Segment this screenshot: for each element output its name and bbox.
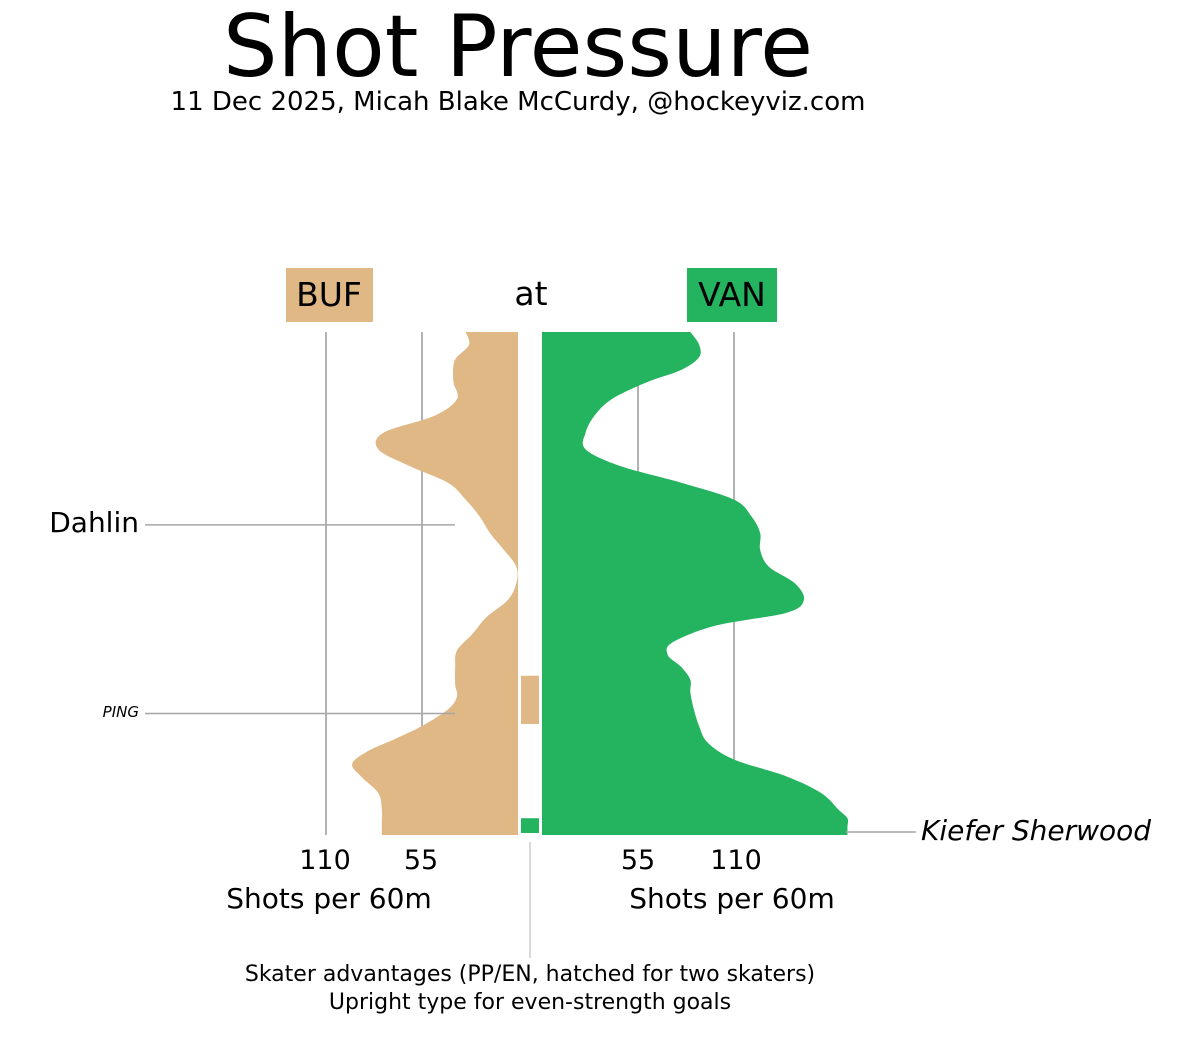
tick-label-right-110: 110 — [710, 845, 762, 876]
goal-label-ping: PING — [103, 703, 139, 721]
tick-label-left-55: 55 — [404, 845, 438, 876]
x-axis-label-left: Shots per 60m — [226, 882, 431, 915]
skater-advantages — [521, 675, 539, 833]
goal-label-kiefer-sherwood: Kiefer Sherwood — [921, 814, 1151, 847]
away-team-badge — [286, 268, 373, 322]
footer-note-line-1: Skater advantages (PP/EN, hatched for tw… — [245, 962, 815, 987]
advantage-bar-van-1 — [521, 818, 539, 833]
tick-label-left-110: 110 — [299, 845, 351, 876]
goal-label-dahlin: Dahlin — [49, 506, 139, 539]
advantage-bar-buf-0 — [521, 675, 539, 725]
goal-leader-lines — [145, 524, 916, 833]
chart-title: Shot Pressure — [223, 0, 813, 97]
home-team-badge — [687, 268, 777, 322]
x-axis-label-right: Shots per 60m — [629, 882, 834, 915]
away-team-label: BUF — [296, 275, 362, 314]
series-area-buf — [352, 332, 518, 835]
chart-subtitle: 11 Dec 2025, Micah Blake McCurdy, @hocke… — [171, 87, 866, 117]
at-label: at — [514, 274, 547, 313]
series-area-van — [542, 332, 849, 835]
tick-label-right-55: 55 — [621, 845, 655, 876]
footer-note-line-2: Upright type for even-strength goals — [329, 990, 731, 1015]
home-team-label: VAN — [698, 275, 766, 314]
